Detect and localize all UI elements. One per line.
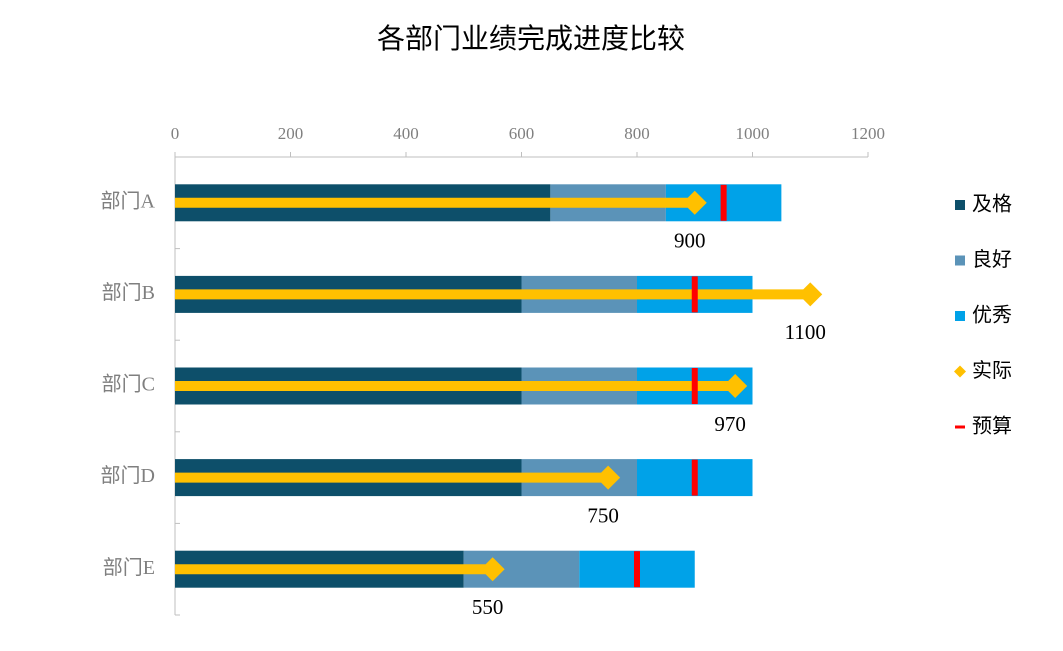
target: [691, 459, 698, 496]
data-label: 750: [587, 503, 619, 527]
x-tick-label: 0: [171, 124, 180, 143]
y-tick-label: 部门C: [102, 373, 155, 396]
y-tick-label: 部门D: [101, 464, 155, 487]
legend-label: 良好: [972, 247, 1012, 271]
legend-label: 及格: [972, 192, 1012, 216]
actual-marker: [175, 557, 505, 582]
data-label: 970: [714, 412, 746, 436]
actual-marker: [175, 374, 748, 398]
data-label: 550: [472, 595, 504, 619]
legend-swatch: [954, 365, 966, 378]
y-tick-label: 部门E: [103, 556, 155, 579]
target: [691, 368, 698, 404]
data-label: 900: [674, 229, 706, 253]
target: [691, 276, 698, 313]
data-label: 1100: [785, 320, 826, 344]
x-tick-label: 400: [393, 124, 419, 143]
x-tick-label: 1000: [736, 124, 770, 143]
x-tick-label: 800: [624, 124, 650, 143]
legend-swatch: [955, 311, 965, 321]
target: [634, 551, 640, 588]
actual-marker: [175, 282, 823, 307]
legend-swatch: [955, 255, 965, 266]
x-tick-label: 600: [509, 124, 535, 143]
legend-swatch: [955, 200, 965, 210]
y-tick-label: 部门B: [102, 281, 155, 304]
legend-label: 实际: [972, 358, 1012, 382]
legend-label: 预算: [972, 414, 1012, 438]
actual-marker: [175, 465, 621, 490]
legend-label: 优秀: [972, 303, 1012, 327]
x-tick-label: 200: [278, 124, 304, 143]
legend-swatch: [955, 425, 965, 429]
chart-title: 各部门业绩完成进度比较: [377, 22, 685, 55]
target: [720, 184, 727, 221]
x-tick-label: 1200: [851, 124, 885, 143]
actual-marker: [175, 190, 707, 215]
y-tick-label: 部门A: [101, 189, 156, 212]
